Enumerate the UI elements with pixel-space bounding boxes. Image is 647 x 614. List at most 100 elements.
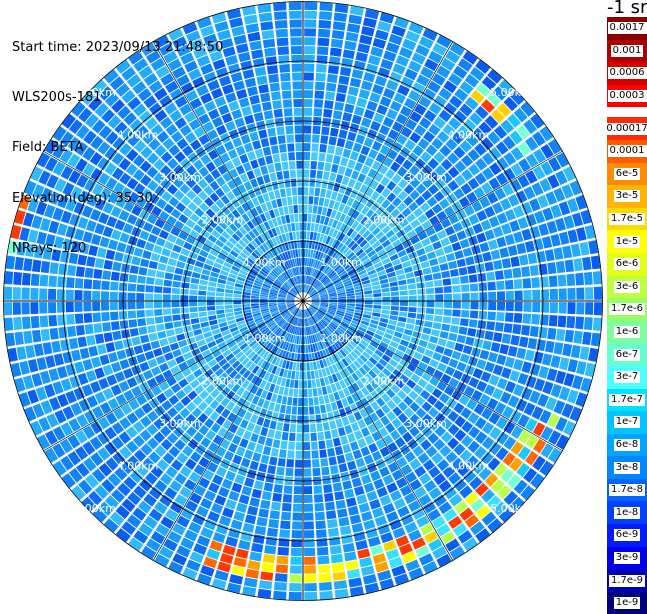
range-bin xyxy=(313,396,319,406)
range-bin xyxy=(121,498,136,513)
range-bin xyxy=(357,548,371,559)
range-bin xyxy=(342,205,351,215)
range-bin xyxy=(133,103,147,117)
range-bin xyxy=(271,411,279,421)
range-bin xyxy=(308,240,313,249)
range-bin xyxy=(387,248,397,257)
range-bin xyxy=(81,496,97,512)
range-bin xyxy=(247,273,256,280)
range-bin xyxy=(153,431,166,444)
range-bin xyxy=(346,308,355,312)
range-bin xyxy=(369,499,381,510)
range-bin xyxy=(103,69,119,84)
range-bin xyxy=(375,265,385,273)
range-bin xyxy=(307,326,311,335)
range-bin xyxy=(259,369,267,379)
range-bin xyxy=(273,484,283,494)
range-bin xyxy=(429,215,440,226)
range-bin xyxy=(264,317,273,323)
range-bin xyxy=(235,229,244,239)
range-bin xyxy=(353,181,363,191)
range-bin xyxy=(365,383,375,393)
range-bin xyxy=(110,281,119,291)
range-bin xyxy=(100,301,110,311)
range-bin xyxy=(274,403,281,413)
range-bin xyxy=(477,272,487,282)
range-bin xyxy=(478,121,492,135)
range-bin xyxy=(443,508,458,522)
range-bin xyxy=(441,270,451,279)
range-bin xyxy=(83,313,93,324)
range-bin xyxy=(474,417,487,430)
range-bin xyxy=(362,242,371,251)
range-ring-label: 5.00km xyxy=(74,86,116,99)
range-bin xyxy=(320,303,329,307)
range-bin xyxy=(344,405,353,416)
range-bin xyxy=(204,394,215,405)
range-bin xyxy=(304,266,307,275)
range-bin xyxy=(216,309,225,315)
range-bin xyxy=(366,100,378,112)
range-bin xyxy=(256,321,265,327)
range-bin xyxy=(271,227,278,237)
range-bin xyxy=(393,497,406,510)
range-bin xyxy=(428,419,440,431)
range-bin xyxy=(242,309,252,314)
range-bin xyxy=(240,60,253,71)
range-bin xyxy=(424,383,436,394)
range-bin xyxy=(107,473,122,487)
range-bin xyxy=(341,235,349,244)
range-bin xyxy=(294,267,298,276)
range-bin xyxy=(435,248,445,257)
range-bin xyxy=(82,425,96,439)
range-bin xyxy=(317,387,323,396)
range-bin xyxy=(438,501,452,515)
range-bin xyxy=(374,515,388,527)
range-bin xyxy=(475,157,488,171)
range-bin xyxy=(67,264,77,277)
range-bin xyxy=(279,188,286,198)
range-bin xyxy=(371,337,381,345)
range-bin xyxy=(77,372,89,386)
range-bin xyxy=(285,125,294,135)
range-bin xyxy=(319,350,325,359)
range-bin xyxy=(183,325,193,333)
range-bin xyxy=(210,168,221,180)
range-bin xyxy=(309,406,315,415)
range-bin xyxy=(304,309,307,318)
range-bin xyxy=(370,390,380,400)
range-bin xyxy=(303,415,309,424)
range-bin xyxy=(385,548,400,560)
range-bin xyxy=(303,160,310,169)
range-bin xyxy=(481,407,493,420)
range-bin xyxy=(542,381,554,395)
range-bin xyxy=(493,332,503,343)
colorbar-label: 1.7e-7 xyxy=(608,393,646,406)
range-bin xyxy=(364,157,375,168)
range-bin xyxy=(254,443,264,454)
range-bin xyxy=(378,164,389,175)
range-bin xyxy=(386,192,397,203)
range-bin xyxy=(335,283,344,289)
range-bin xyxy=(215,337,225,345)
range-bin xyxy=(301,309,303,318)
range-bin xyxy=(249,131,259,142)
range-bin xyxy=(271,181,279,191)
range-bin xyxy=(509,220,521,232)
range-bin xyxy=(443,286,452,293)
range-bin xyxy=(160,73,175,86)
range-bin xyxy=(402,38,417,51)
range-bin xyxy=(180,395,192,407)
range-bin xyxy=(364,219,373,229)
range-bin xyxy=(187,390,198,401)
range-bin xyxy=(333,410,341,420)
range-ring-label: 2.00km xyxy=(363,375,405,388)
range-bin xyxy=(188,471,201,484)
range-bin xyxy=(318,288,326,293)
range-bin xyxy=(247,86,259,97)
range-bin xyxy=(248,270,258,277)
range-ring-label: 4.00km xyxy=(448,129,490,142)
range-bin xyxy=(119,359,130,370)
colorbar-level: 1.7e-7 xyxy=(607,388,647,412)
range-bin xyxy=(322,421,330,431)
